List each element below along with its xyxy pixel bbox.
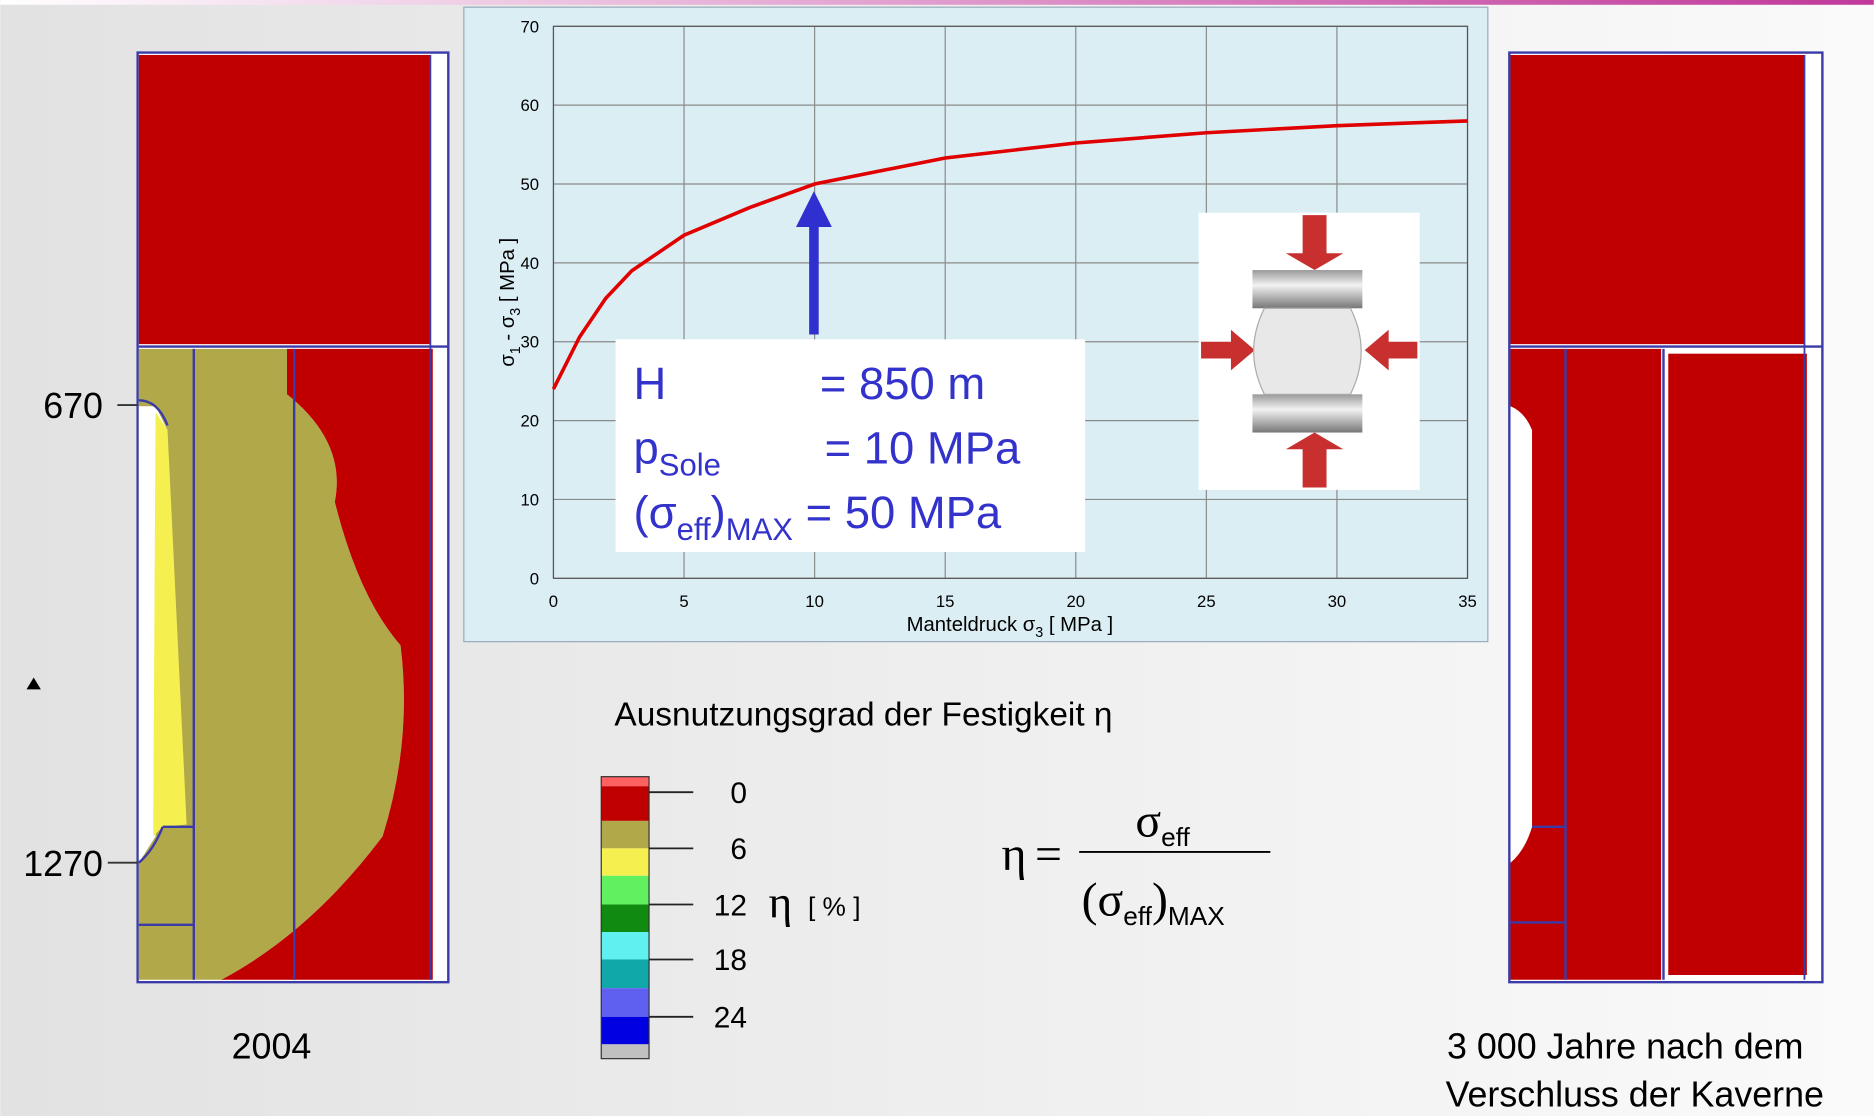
annotation-part: = 10 MPa (825, 423, 1021, 474)
slide: 670 1270 2004 3 000 Jahre nach dem Versc… (0, 0, 1874, 1116)
y-tick-label: 20 (521, 412, 540, 431)
page: { "chart_data": { "type": "line", "x": [… (0, 0, 1874, 1116)
annotation-part: H (634, 358, 667, 409)
scale-tick-label: 18 (714, 944, 747, 977)
scale-symbol: η (769, 878, 793, 928)
x-tick-label: 5 (679, 592, 688, 611)
scale-tick-label: 24 (714, 1002, 747, 1035)
axis-label-part: - σ (497, 315, 519, 346)
formula-eq: = (1035, 828, 1062, 881)
right-diagram (1509, 53, 1822, 983)
annotation-part: p (634, 423, 659, 474)
depth-label: 1270 (23, 844, 103, 884)
y-tick-label: 40 (521, 254, 540, 273)
scale-tick-label: 12 (714, 889, 747, 922)
depth-label: 670 (43, 386, 103, 426)
scale-unit: [ % ] (808, 891, 861, 921)
axis-label-part: Manteldruck σ (907, 614, 1036, 636)
y-tick-label: 70 (521, 17, 540, 36)
axis-label-part: 1 (508, 346, 524, 354)
x-tick-label: 35 (1458, 592, 1477, 611)
scale-title: Ausnutzungsgrad der Festigkeit η (614, 696, 1112, 733)
annotation-part: eff (677, 512, 711, 547)
axis-label-part: [ MPa ] (497, 238, 519, 308)
formula-part: eff (1123, 901, 1152, 931)
annotation-part: = 50 MPa (793, 487, 1002, 538)
top-bar (0, 0, 1874, 5)
color-scale (601, 777, 649, 1059)
x-tick-label: 20 (1066, 592, 1085, 611)
axis-label-part: 3 (1035, 625, 1043, 641)
axis-label-part: [ MPa ] (1043, 614, 1113, 636)
caption: 3 000 Jahre nach dem (1447, 1027, 1804, 1067)
annotation-part: Sole (659, 448, 721, 483)
y-tick-label: 60 (521, 96, 540, 115)
x-tick-label: 0 (549, 592, 558, 611)
annotation-part: MAX (726, 512, 794, 547)
x-tick-label: 10 (805, 592, 824, 611)
test-icon (1199, 213, 1420, 490)
formula-part: (σ (1082, 873, 1124, 926)
formula-part: MAX (1168, 901, 1225, 931)
formula-lhs: η (1002, 828, 1027, 881)
axis-label-part: 3 (508, 308, 524, 316)
x-tick-label: 15 (936, 592, 955, 611)
formula-part: eff (1161, 822, 1190, 852)
left-diagram (138, 53, 449, 983)
caption: Verschluss der Kaverne (1446, 1074, 1824, 1114)
annotation-part: (σ (634, 487, 677, 538)
annotation-part: = 850 m (820, 358, 985, 409)
formula-part: σ (1135, 794, 1161, 847)
x-tick-label: 25 (1197, 592, 1216, 611)
y-tick-label: 10 (521, 490, 540, 509)
scale-tick-label: 0 (730, 777, 747, 810)
caption: 2004 (232, 1027, 312, 1067)
scale-tick-label: 6 (730, 833, 747, 866)
x-tick-label: 30 (1328, 592, 1347, 611)
formula-part: ) (1152, 873, 1168, 926)
y-tick-label: 0 (530, 569, 539, 588)
annotation-part: ) (711, 487, 726, 538)
axis-label-part: σ (497, 354, 519, 367)
y-tick-label: 50 (521, 175, 540, 194)
